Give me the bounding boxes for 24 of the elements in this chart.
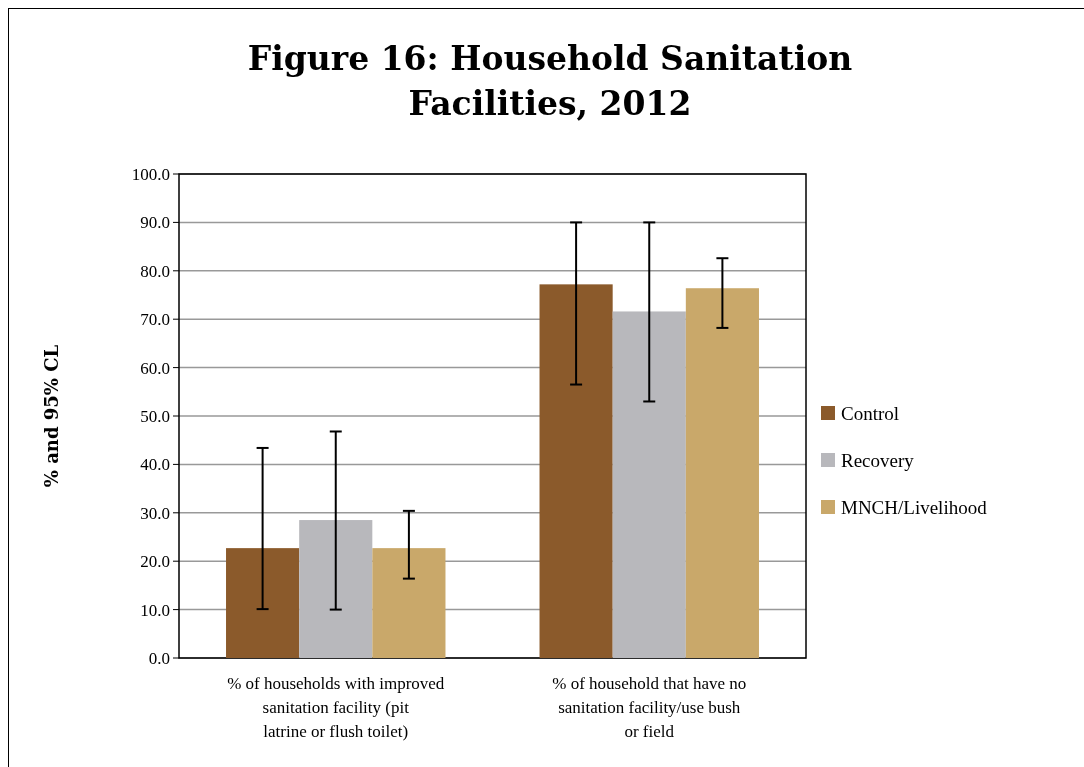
bar xyxy=(539,284,613,658)
y-tick-label: 20.0 xyxy=(140,552,170,572)
bar xyxy=(226,548,300,658)
y-tick-label: 10.0 xyxy=(140,600,170,620)
y-axis-title: % and 95% CL xyxy=(41,344,62,488)
bar xyxy=(612,311,686,658)
bar xyxy=(372,548,446,658)
y-tick-label: 40.0 xyxy=(140,455,170,475)
y-tick-label: 90.0 xyxy=(140,213,170,233)
y-tick-label: 80.0 xyxy=(140,261,170,281)
y-tick-label: 50.0 xyxy=(140,406,170,426)
bar xyxy=(685,288,759,658)
y-tick-label: 70.0 xyxy=(140,310,170,330)
bar xyxy=(299,520,373,658)
y-tick-label: 0.0 xyxy=(148,648,170,668)
legend-label: Recovery xyxy=(841,449,915,471)
chart-title: Figure 16: Household Sanitation Facilities, 2012 xyxy=(247,39,853,123)
x-tick-label: % of household that have no sanitation facility/use bush or field xyxy=(552,674,747,741)
legend-label: Control xyxy=(841,402,900,424)
legend-label: MNCH/Livelihood xyxy=(841,496,988,518)
y-tick-label: 60.0 xyxy=(140,358,170,378)
x-tick-label: % of households with improved sanitation facility (pit latrine or flush toilet) xyxy=(227,674,445,741)
y-tick-label: 30.0 xyxy=(140,503,170,523)
y-tick-label: 100.0 xyxy=(131,164,170,184)
